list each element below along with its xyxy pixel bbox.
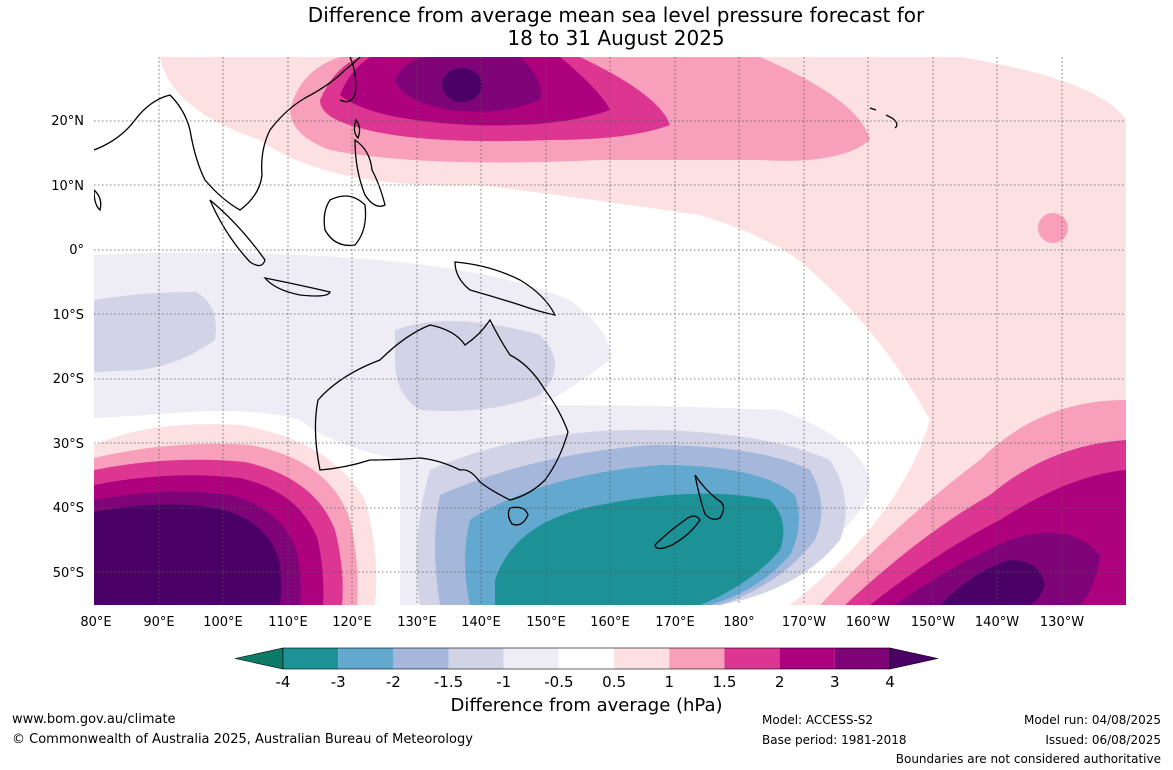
colorbar-swatch bbox=[448, 648, 504, 669]
copyright-text: © Commonwealth of Australia 2025, Austra… bbox=[12, 732, 473, 747]
title-line-1: Difference from average mean sea level p… bbox=[307, 3, 925, 27]
colorbar-extend-high bbox=[889, 647, 939, 670]
colorbar-tick-label: 0.5 bbox=[602, 673, 626, 691]
colorbar-tick-label: 4 bbox=[885, 673, 895, 691]
hawaii-coast bbox=[869, 107, 898, 129]
philippines-coast bbox=[354, 138, 386, 207]
lat-label: 50°S bbox=[53, 566, 84, 581]
colorbar-swatch bbox=[614, 648, 670, 669]
contour-neg3-tasman bbox=[495, 493, 784, 605]
sri-lanka-coast bbox=[94, 189, 102, 212]
colorbar-tick-label: 2 bbox=[775, 673, 785, 691]
colorbar-tick-label: -1 bbox=[496, 673, 511, 691]
japan-coast bbox=[339, 57, 357, 103]
colorbar-title: Difference from average (hPa) bbox=[450, 695, 723, 716]
disclaimer-text: Boundaries are not considered authoritat… bbox=[895, 752, 1161, 766]
new-zealand-north-coast bbox=[694, 474, 725, 520]
lon-label: 150°W bbox=[911, 615, 955, 630]
taiwan-coast bbox=[353, 118, 361, 140]
colorbar-tick-label: -4 bbox=[276, 673, 291, 691]
issued-text: Issued: 06/08/2025 bbox=[1045, 733, 1161, 747]
asia-mainland-coast bbox=[94, 57, 361, 211]
contour-4-se bbox=[940, 560, 1045, 605]
contour-1-equatorial-spot bbox=[1038, 213, 1068, 243]
contour-4-nw bbox=[442, 68, 482, 102]
lon-label: 170°W bbox=[782, 615, 826, 630]
longitude-labels: 80°E 90°E 100°E 110°E 120°E 130°E 140°E … bbox=[80, 615, 1084, 630]
lat-label: 40°S bbox=[53, 501, 84, 516]
lat-label: 10°N bbox=[51, 179, 84, 194]
australia-coast bbox=[314, 318, 569, 501]
model-text: Model: ACCESS-S2 bbox=[762, 713, 874, 727]
colorbar-swatch bbox=[724, 648, 780, 669]
colorbar-swatch bbox=[779, 648, 835, 669]
contour-neg1-indian bbox=[94, 292, 216, 372]
lat-label: 10°S bbox=[53, 308, 84, 323]
colorbar-swatch bbox=[669, 648, 725, 669]
map-title: Difference from average mean sea level p… bbox=[0, 4, 1173, 50]
colorbar: -4 -3 -2 -1.5 -1 -0.5 0.5 1 1.5 2 3 4 bbox=[234, 647, 939, 691]
lon-label: 80°E bbox=[80, 615, 111, 630]
lon-label: 110°E bbox=[268, 615, 308, 630]
colorbar-tick-label: 3 bbox=[830, 673, 840, 691]
model-run-text: Model run: 04/08/2025 bbox=[1023, 713, 1161, 727]
colorbar-tick-label: 1.5 bbox=[713, 673, 737, 691]
colorbar-tick-labels: -4 -3 -2 -1.5 -1 -0.5 0.5 1 1.5 2 3 4 bbox=[276, 673, 895, 691]
lon-label: 140°W bbox=[975, 615, 1019, 630]
colorbar-swatch bbox=[834, 648, 890, 669]
contour-0.5-east bbox=[160, 57, 1126, 605]
lon-label: 150°E bbox=[526, 615, 566, 630]
lon-label: 140°E bbox=[461, 615, 501, 630]
coastlines bbox=[94, 57, 898, 550]
colorbar-swatch bbox=[503, 648, 559, 669]
colorbar-outline bbox=[282, 647, 891, 670]
colorbar-tick-label: -0.5 bbox=[544, 673, 573, 691]
colorbar-swatch bbox=[558, 648, 615, 669]
colorbar-tick-label: -2 bbox=[386, 673, 401, 691]
colorbar-tick-label: -1.5 bbox=[434, 673, 463, 691]
graticule bbox=[94, 57, 1126, 605]
contour-4-sw bbox=[94, 504, 281, 605]
lon-label: 160°W bbox=[846, 615, 890, 630]
lon-label: 170°E bbox=[655, 615, 695, 630]
lon-label: 120°E bbox=[332, 615, 372, 630]
borneo-coast bbox=[323, 195, 367, 247]
new-guinea-coast bbox=[454, 261, 557, 316]
lon-label: 130°W bbox=[1040, 615, 1084, 630]
colorbar-tick-label: -3 bbox=[331, 673, 346, 691]
lon-label: 180° bbox=[723, 615, 754, 630]
contour-neg1-australia bbox=[395, 321, 555, 411]
lat-label: 0° bbox=[69, 243, 84, 258]
colorbar-extend-low bbox=[234, 647, 284, 670]
lat-label: 20°N bbox=[51, 114, 84, 129]
new-zealand-south-coast bbox=[654, 515, 701, 550]
colorbar-swatch bbox=[283, 648, 339, 669]
latitude-labels: 20°N 10°N 0° 10°S 20°S 30°S 40°S 50°S bbox=[51, 114, 84, 581]
lon-label: 100°E bbox=[203, 615, 243, 630]
java-coast bbox=[263, 277, 331, 297]
base-period-text: Base period: 1981-2018 bbox=[762, 733, 907, 747]
lat-label: 30°S bbox=[53, 437, 84, 452]
colorbar-swatches bbox=[234, 647, 939, 670]
colorbar-swatch bbox=[338, 648, 394, 669]
sumatra-coast bbox=[209, 199, 266, 267]
lon-label: 130°E bbox=[397, 615, 437, 630]
colorbar-tick-label: 1 bbox=[664, 673, 674, 691]
lat-label: 20°S bbox=[53, 372, 84, 387]
contour-fill-layer bbox=[94, 57, 1126, 605]
title-line-2: 18 to 31 August 2025 bbox=[507, 26, 725, 50]
lon-label: 160°E bbox=[590, 615, 630, 630]
pressure-anomaly-map: 20°N 10°N 0° 10°S 20°S 30°S 40°S 50°S 80… bbox=[51, 57, 1126, 630]
website-link[interactable]: www.bom.gov.au/climate bbox=[12, 712, 176, 727]
colorbar-swatch bbox=[393, 648, 449, 669]
lon-label: 90°E bbox=[143, 615, 174, 630]
